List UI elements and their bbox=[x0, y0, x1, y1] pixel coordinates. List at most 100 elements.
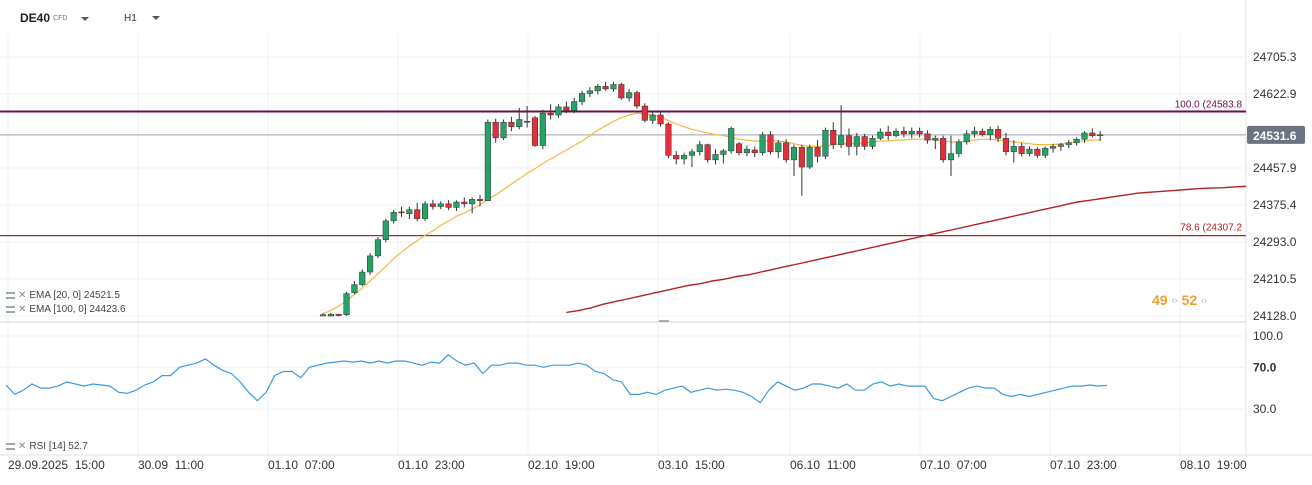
time-tick-label: 07.10 07:00 bbox=[920, 458, 987, 472]
timeframe-selector[interactable]: H1 bbox=[124, 13, 160, 24]
close-icon[interactable]: ✕ bbox=[18, 290, 27, 301]
settings-icon[interactable] bbox=[6, 292, 15, 299]
settings-icon[interactable] bbox=[6, 443, 15, 450]
candle-body bbox=[924, 133, 931, 141]
candle-body bbox=[414, 209, 421, 219]
candle-body bbox=[979, 130, 986, 135]
symbol-suffix: CFD bbox=[53, 15, 68, 23]
candle-body bbox=[335, 313, 342, 316]
candle-body bbox=[453, 201, 460, 208]
candle-body bbox=[1081, 132, 1088, 140]
candle-body bbox=[916, 130, 923, 135]
candle-body bbox=[610, 84, 617, 90]
rsi-label: RSI [14] 52.7 bbox=[29, 441, 88, 452]
candle-body bbox=[649, 114, 656, 121]
candle-body bbox=[885, 131, 892, 136]
candle-body bbox=[845, 135, 853, 147]
candle-body bbox=[398, 211, 405, 214]
candle-body bbox=[908, 130, 915, 135]
candle-body bbox=[673, 155, 680, 160]
candle-body bbox=[1073, 138, 1080, 144]
candle-body bbox=[1026, 148, 1033, 154]
symbol-name: DE40 bbox=[20, 11, 51, 25]
buy-sentiment: 52 bbox=[1181, 292, 1198, 308]
symbol-selector[interactable]: DE40 CFD bbox=[20, 11, 89, 25]
time-tick-label: 01.10 07:00 bbox=[268, 458, 335, 472]
candle-body bbox=[367, 255, 374, 273]
candle-body bbox=[492, 121, 499, 139]
price-tick-label: 24293.0 bbox=[1253, 235, 1297, 249]
candle-body bbox=[790, 147, 798, 161]
candle-body bbox=[1034, 148, 1041, 156]
candle-body bbox=[484, 121, 491, 201]
candle-body bbox=[500, 121, 507, 139]
time-tick-label: 07.10 23:00 bbox=[1050, 458, 1117, 472]
price-pane[interactable]: 100.0 (24583.8 78.6 (24307.2 bbox=[0, 81, 1312, 317]
close-icon[interactable]: ✕ bbox=[18, 304, 27, 315]
time-tick-label: 03.10 15:00 bbox=[658, 458, 725, 472]
chart-toolbar: DE40 CFD H1 bbox=[0, 0, 1246, 34]
candle-body bbox=[657, 114, 664, 125]
sentiment-arrows-icon: ‹› bbox=[1171, 295, 1178, 305]
candle-body bbox=[524, 121, 531, 123]
candle-body bbox=[547, 112, 554, 116]
current-price-badge bbox=[1247, 125, 1305, 144]
candle-body bbox=[696, 144, 703, 153]
candle-body bbox=[877, 131, 884, 139]
sell-sentiment: 49 bbox=[1152, 292, 1168, 308]
candle-body bbox=[720, 150, 727, 155]
close-icon[interactable]: ✕ bbox=[18, 441, 27, 452]
time-tick-label: 06.10 11:00 bbox=[790, 458, 856, 472]
price-tick-label: 24705.3 bbox=[1253, 50, 1297, 64]
time-tick-label: 08.10 19:00 bbox=[1180, 458, 1247, 472]
candle-body bbox=[955, 141, 962, 154]
candle-body bbox=[712, 154, 719, 161]
current-price-value: 24531.6 bbox=[1253, 129, 1297, 143]
time-tick-label: 01.10 23:00 bbox=[398, 458, 465, 472]
timeframe-label: H1 bbox=[124, 13, 137, 24]
candle-body bbox=[633, 92, 641, 107]
candle-body bbox=[775, 142, 782, 153]
candle-body bbox=[814, 147, 821, 157]
rsi-tick-label: 70.0 bbox=[1253, 360, 1277, 374]
candle-body bbox=[602, 86, 609, 90]
candle-body bbox=[319, 314, 327, 317]
candle-body bbox=[743, 148, 750, 153]
candle-body bbox=[516, 119, 523, 127]
candle-body bbox=[783, 142, 790, 161]
candle-body bbox=[406, 209, 413, 214]
settings-icon[interactable] bbox=[6, 306, 15, 313]
sentiment-arrows-icon: ‹› bbox=[1201, 295, 1208, 305]
candle-body bbox=[798, 147, 805, 168]
candle-body bbox=[461, 201, 468, 205]
candle-body bbox=[476, 199, 484, 201]
pane-resize-handle bbox=[659, 320, 669, 322]
time-tick-label: 30.09 11:00 bbox=[138, 458, 204, 472]
chevron-down-icon bbox=[80, 16, 89, 21]
ema100-legend[interactable]: ✕ EMA [100, 0] 24423.6 bbox=[6, 304, 126, 315]
candle-body bbox=[940, 138, 947, 161]
candle-body bbox=[539, 112, 546, 146]
sentiment-widget[interactable]: 49 ‹› 52 ‹› bbox=[1152, 292, 1207, 308]
rsi-tick-label: 30.0 bbox=[1253, 402, 1277, 416]
candle-body bbox=[767, 134, 774, 153]
candle-body bbox=[838, 135, 845, 145]
ema20-legend[interactable]: ✕ EMA [20, 0] 24521.5 bbox=[6, 290, 120, 301]
candle-body bbox=[861, 136, 868, 147]
candle-body bbox=[688, 151, 696, 156]
candle-body bbox=[1050, 146, 1057, 149]
candle-body bbox=[947, 153, 955, 161]
candle-body bbox=[963, 133, 970, 143]
candle-body bbox=[343, 293, 350, 315]
candle-body bbox=[995, 129, 1002, 139]
candle-body bbox=[1002, 138, 1010, 153]
rsi-legend[interactable]: ✕ RSI [14] 52.7 bbox=[6, 441, 88, 452]
price-tick-label: 24375.4 bbox=[1253, 198, 1297, 212]
candle-body bbox=[571, 101, 578, 111]
ema20-line bbox=[322, 112, 1101, 315]
chevron-down-icon bbox=[151, 16, 160, 21]
candle-body bbox=[704, 144, 711, 161]
rsi-line bbox=[5, 354, 1108, 404]
